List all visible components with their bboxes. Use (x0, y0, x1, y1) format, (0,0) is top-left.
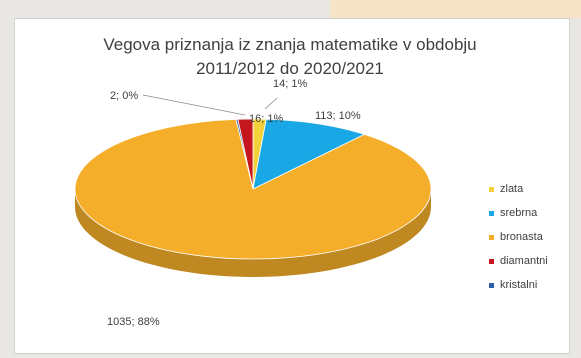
legend-item-diamantni: diamantni (489, 249, 548, 273)
legend-item-kristalni: kristalni (489, 273, 548, 297)
pie-chart: 14; 1% 113; 10% 1035; 88% 2; 0% 16; 1% (74, 78, 432, 328)
legend-swatch-icon (489, 258, 494, 264)
data-label-bronasta: 1035; 88% (107, 316, 160, 328)
leader-line-zlata (264, 97, 278, 110)
leader-line-kristalni (142, 94, 246, 116)
pie-slice-diamantni (237, 118, 254, 190)
pie-slice-bronasta (74, 118, 432, 260)
legend-item-bronasta: bronasta (489, 225, 548, 249)
chart-title-line-1: Vegova priznanja iz znanja matematike v … (103, 35, 477, 54)
data-label-diamantni: 16; 1% (249, 113, 283, 125)
chart-title-line-2: 2011/2012 do 2020/2021 (196, 59, 384, 78)
legend-label: kristalni (500, 279, 538, 291)
legend-label: srebrna (500, 207, 538, 219)
data-label-kristalni: 2; 0% (110, 90, 138, 102)
pie-slice-srebrna (252, 118, 366, 190)
chart-legend: zlata srebrna bronasta diamantni kristalni (489, 177, 548, 297)
legend-label: bronasta (500, 231, 543, 243)
top-background-band (330, 0, 581, 18)
legend-swatch-icon (489, 234, 494, 240)
legend-label: diamantni (500, 255, 548, 267)
data-label-srebrna: 113; 10% (315, 110, 361, 122)
legend-swatch-icon (489, 210, 494, 216)
data-label-zlata: 14; 1% (273, 78, 307, 90)
chart-frame: Vegova priznanja iz znanja matematike v … (14, 18, 570, 354)
legend-swatch-icon (489, 282, 494, 288)
legend-item-srebrna: srebrna (489, 201, 548, 225)
legend-swatch-icon (489, 186, 494, 192)
legend-item-zlata: zlata (489, 177, 548, 201)
chart-title: Vegova priznanja iz znanja matematike v … (55, 33, 525, 81)
pie-side-bronasta (75, 189, 431, 277)
legend-label: zlata (500, 183, 524, 195)
